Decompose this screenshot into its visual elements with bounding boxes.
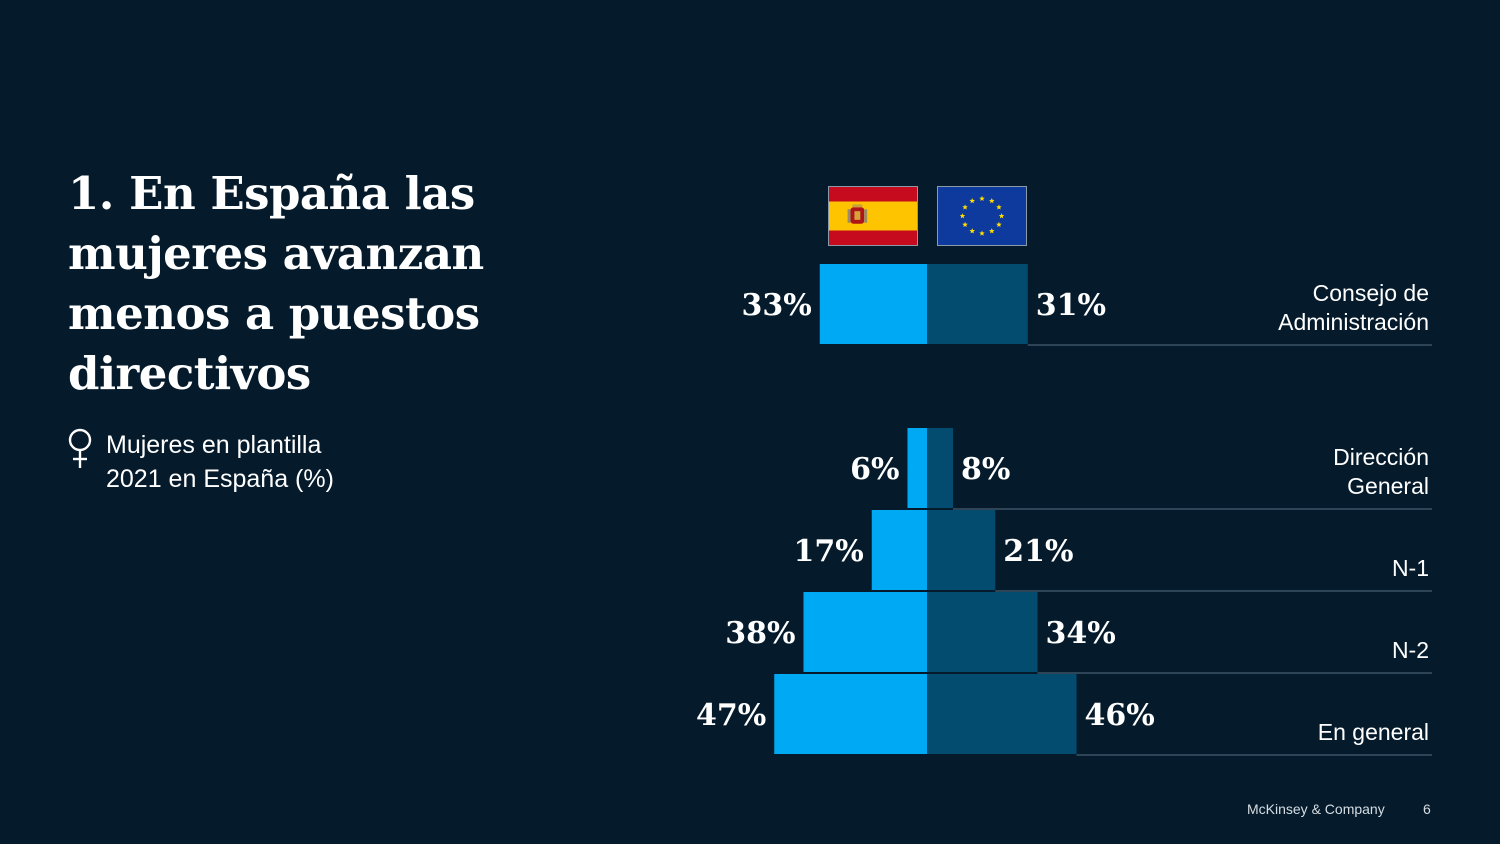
slide-title: 1. En España las mujeres avanzan menos a… [68,167,484,400]
bar-eu [927,592,1038,672]
spain-flag [828,186,918,246]
bar-spain [774,674,927,754]
eu-star [979,230,985,236]
category-label: N-2 [1392,637,1429,663]
category-label: Consejo de Administración [1278,280,1429,335]
chart-subtitle: Mujeres en plantilla 2021 en España (%) [66,428,334,496]
bar-eu [927,428,953,508]
eu-star [959,213,966,219]
value-label-spain: 17% [793,534,863,569]
value-label-spain: 33% [741,288,811,323]
value-label-eu: 31% [1036,288,1106,323]
eu-star [988,198,995,204]
value-label-eu: 46% [1085,698,1155,733]
value-label-eu: 34% [1046,616,1116,651]
subtitle-line-1: Mujeres en plantilla [106,431,322,459]
bar-spain [871,510,927,590]
bar-eu [927,264,1028,344]
eu-stars-icon [959,195,1005,236]
subtitle-line-2: 2021 en España (%) [106,465,334,493]
eu-star [969,198,976,204]
bar-spain [907,428,927,508]
category-label: Dirección General [1333,444,1429,499]
category-label: N-1 [1392,555,1429,581]
bar-eu [927,510,996,590]
page-number: 6 [1423,801,1431,817]
eu-star [969,228,976,234]
eu-star [998,213,1005,219]
coat-of-arms-icon [847,204,868,224]
category-label: En general [1318,719,1429,745]
bar-spain [819,264,927,344]
footer-brand: McKinsey & Company [1247,801,1385,817]
value-label-eu: 21% [1003,534,1073,569]
eu-star [962,221,968,228]
value-label-spain: 6% [850,452,899,487]
value-label-spain: 47% [696,698,766,733]
bar-eu [927,674,1077,754]
eu-flag [937,186,1027,246]
eu-star [988,228,995,234]
value-label-spain: 38% [725,616,795,651]
venus-icon [68,428,92,468]
eu-star [996,221,1002,228]
bar-spain [803,592,927,672]
eu-star [996,204,1002,210]
value-label-eu: 8% [961,452,1010,487]
eu-star [962,204,968,210]
eu-star [979,195,985,201]
